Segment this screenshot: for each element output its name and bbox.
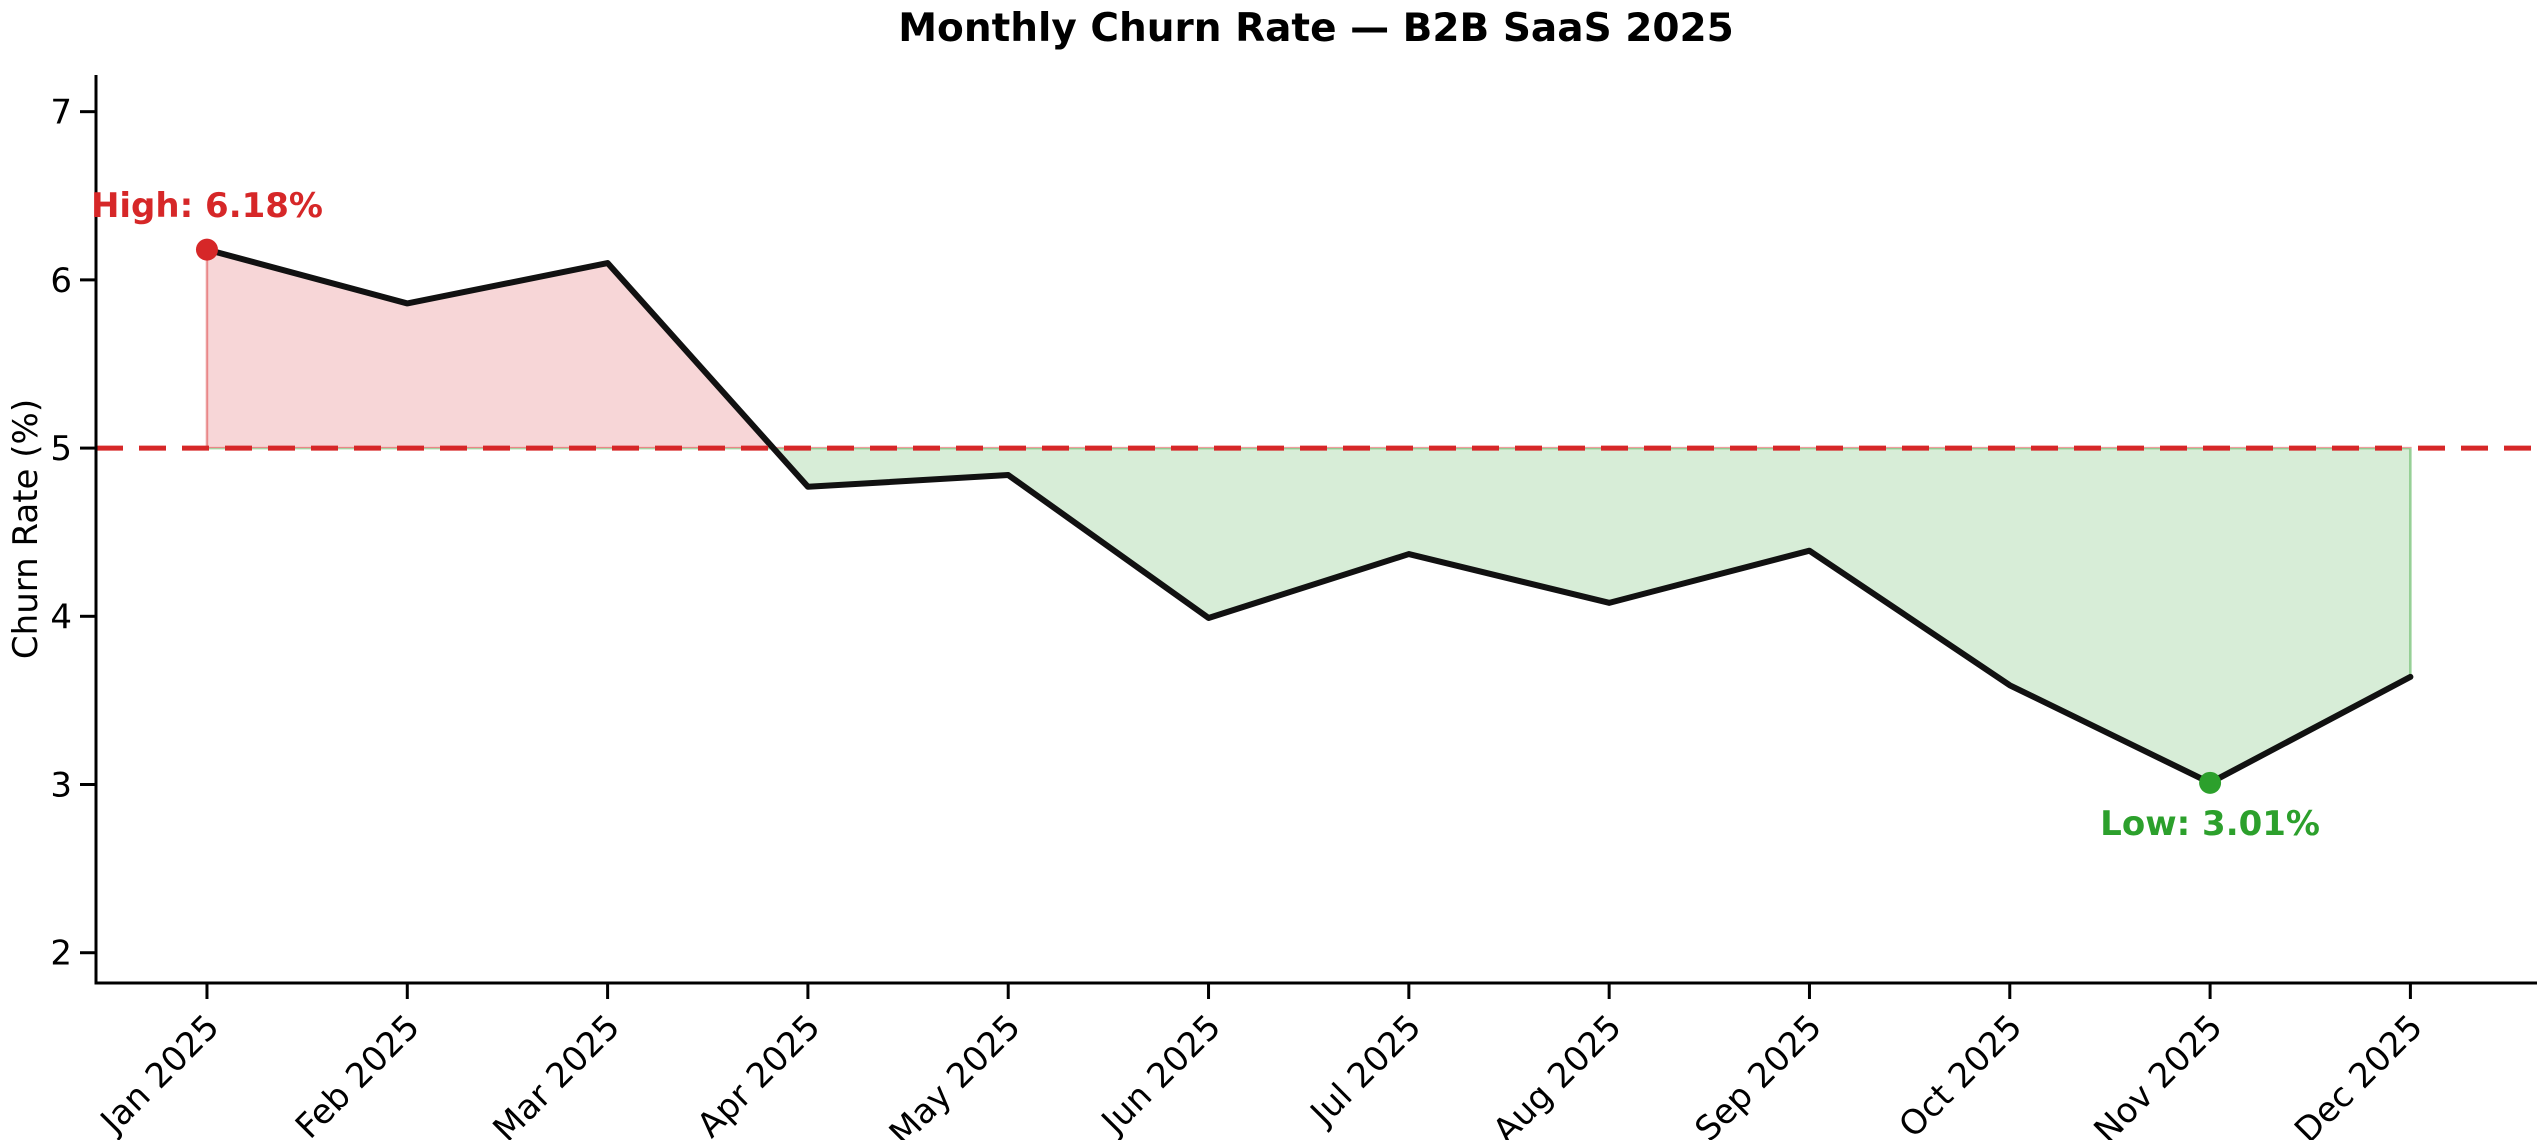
x-tick-label: Sep 2025 (1687, 1007, 1829, 1140)
x-tick-label: Nov 2025 (2086, 1007, 2230, 1140)
x-tick-label: Aug 2025 (1485, 1007, 1629, 1140)
y-tick-label: 3 (50, 766, 72, 806)
x-tick-label: Feb 2025 (288, 1007, 428, 1140)
x-tick-label: Oct 2025 (1891, 1007, 2030, 1140)
high-marker (195, 238, 218, 261)
x-tick-label: Jan 2025 (92, 1007, 228, 1140)
y-tick-label: 5 (50, 429, 72, 469)
x-tick-label: Apr 2025 (690, 1007, 829, 1140)
low-annotation: Low: 3.01% (2100, 803, 2320, 844)
y-tick-label: 6 (50, 261, 72, 301)
high-annotation: High: 6.18% (90, 185, 323, 226)
x-tick-label: Jul 2025 (1302, 1007, 1430, 1135)
x-tick-label: Dec 2025 (2287, 1007, 2431, 1140)
churn-line (203, 246, 2414, 786)
x-tick-label: Jun 2025 (1093, 1007, 1229, 1140)
x-tick-label: Mar 2025 (485, 1007, 627, 1140)
low-marker (2199, 771, 2222, 794)
y-tick-label: 7 (50, 93, 72, 133)
y-tick-label: 4 (50, 597, 72, 637)
x-tick-label: May 2025 (882, 1007, 1029, 1140)
y-axis-label: Churn Rate (%) (6, 398, 46, 660)
y-tick-label: 2 (50, 934, 72, 974)
chart-title: Monthly Churn Rate — B2B SaaS 2025 (898, 6, 1734, 51)
